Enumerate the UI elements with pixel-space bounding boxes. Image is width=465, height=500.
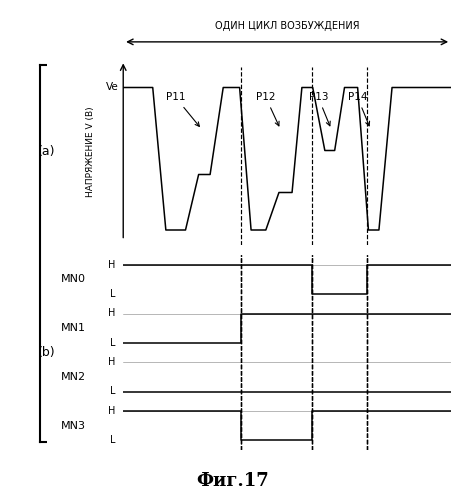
- Text: Фиг.17: Фиг.17: [196, 472, 269, 490]
- Text: P11: P11: [166, 92, 199, 126]
- Text: P14: P14: [348, 92, 370, 126]
- Text: H: H: [108, 406, 115, 416]
- Text: (b): (b): [38, 346, 55, 359]
- Text: Ve: Ve: [106, 82, 118, 92]
- Text: L: L: [110, 386, 115, 396]
- Text: H: H: [108, 357, 115, 367]
- Text: H: H: [108, 308, 115, 318]
- Text: L: L: [110, 435, 115, 445]
- Text: MN0: MN0: [60, 274, 86, 284]
- Text: MN3: MN3: [60, 420, 86, 430]
- Text: L: L: [110, 289, 115, 299]
- Text: L: L: [110, 338, 115, 348]
- Text: MN2: MN2: [60, 372, 86, 382]
- Text: НАПРЯЖЕНИЕ V (В): НАПРЯЖЕНИЕ V (В): [86, 106, 95, 196]
- Text: (a): (a): [38, 145, 55, 158]
- Text: ОДИН ЦИКЛ ВОЗБУЖДЕНИЯ: ОДИН ЦИКЛ ВОЗБУЖДЕНИЯ: [215, 20, 359, 30]
- Text: MN1: MN1: [60, 323, 86, 333]
- Text: P13: P13: [309, 92, 330, 126]
- Text: P12: P12: [256, 92, 279, 126]
- Text: H: H: [108, 260, 115, 270]
